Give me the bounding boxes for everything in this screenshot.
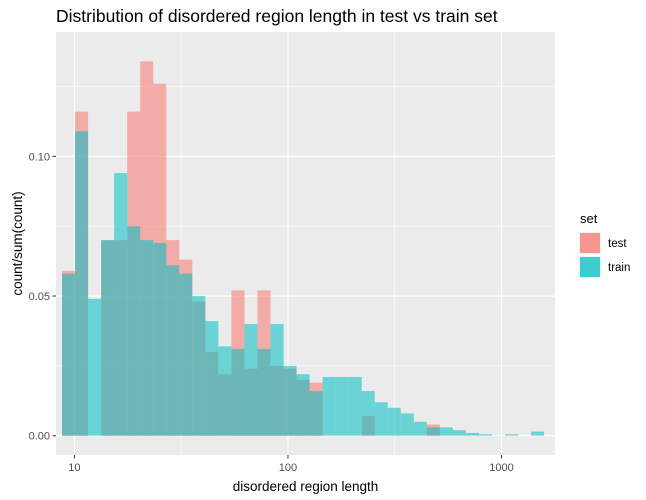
bar-train [374, 402, 388, 436]
bar-train [348, 377, 362, 436]
x-tick-label: 1000 [489, 462, 513, 474]
bar-train [114, 173, 128, 436]
bar-train [153, 242, 167, 436]
bar-train [361, 391, 375, 436]
bar-train [478, 434, 492, 436]
histogram-bars [62, 61, 545, 436]
bar-train [296, 374, 310, 436]
bar-train [452, 430, 466, 436]
bar-train [205, 321, 219, 436]
y-tick-label: 0.05 [29, 291, 50, 303]
bar-train [101, 240, 115, 436]
bar-train [426, 427, 440, 436]
bar-train [387, 407, 401, 436]
y-axis-title: count/sum(count) [10, 191, 25, 295]
bar-train [283, 365, 297, 436]
chart-title: Distribution of disordered region length… [56, 6, 498, 26]
bar-train [218, 346, 232, 436]
y-tick-label: 0.00 [29, 431, 50, 443]
bar-train [140, 240, 154, 436]
bar-train [231, 349, 245, 436]
x-axis-title: disordered region length [233, 479, 379, 494]
bar-train [166, 265, 180, 436]
x-tick-label: 10 [68, 462, 80, 474]
legend-label-train: train [608, 262, 630, 274]
bar-train [335, 377, 349, 436]
legend-label-test: test [608, 238, 627, 250]
bar-train [257, 349, 271, 436]
bar-train [244, 323, 258, 436]
bar-train [270, 323, 284, 436]
legend: set test train [579, 211, 630, 278]
bar-train [192, 296, 206, 436]
bar-train [75, 131, 89, 436]
bar-train [400, 413, 414, 436]
y-tick-label: 0.10 [29, 151, 50, 163]
bar-train [531, 431, 545, 436]
bar-train [465, 432, 479, 436]
bar-train [179, 273, 193, 436]
bar-train [439, 427, 453, 436]
bar-train [309, 391, 323, 436]
bar-train [322, 377, 336, 436]
legend-swatch-train [580, 257, 600, 277]
x-tick-label: 100 [279, 462, 297, 474]
bar-train [88, 298, 102, 436]
axis-ticks: 10 100 1000 0.00 0.05 0.10 [29, 151, 514, 474]
bar-train [127, 226, 141, 436]
bar-train [413, 421, 427, 436]
bar-train [62, 273, 76, 436]
legend-title: set [580, 211, 598, 226]
legend-swatch-test [580, 233, 600, 253]
bar-train [505, 434, 519, 436]
